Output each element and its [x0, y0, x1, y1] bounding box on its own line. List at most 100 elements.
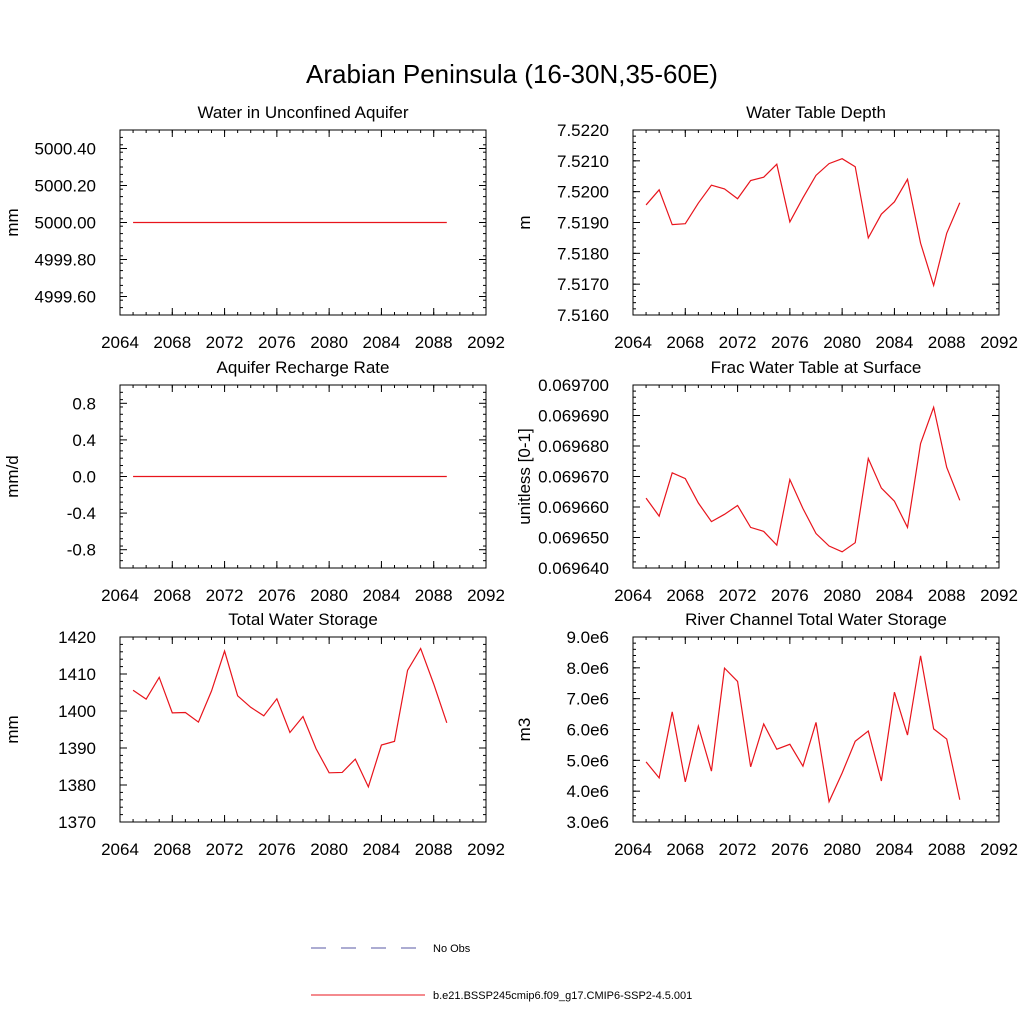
panel-2: Water Table Depth 2064 2068 2072 2076 2080 208… — [515, 103, 1018, 352]
y-tick-label: 3.0e6 — [566, 813, 609, 832]
x-tick-label: 2072 — [719, 333, 757, 352]
x-tick-label: 2088 — [415, 586, 453, 605]
y-tick-label: 8.0e6 — [566, 659, 609, 678]
y-tick-label: 5000.00 — [35, 214, 96, 233]
x-tick-label: 2088 — [928, 586, 966, 605]
panel-5: Total Water Storage 2064 2068 2072 2076 2080 2… — [3, 610, 505, 859]
x-tick-label: 2088 — [928, 840, 966, 859]
x-tick-label: 2064 — [101, 586, 139, 605]
x-tick-label: 2072 — [206, 333, 244, 352]
panel-title: Water in Unconfined Aquifer — [197, 103, 408, 122]
y-axis-label: unitless [0-1] — [515, 428, 534, 524]
x-tick-label: 2084 — [876, 840, 914, 859]
plot-frame — [119, 636, 487, 823]
plot-frame — [119, 129, 487, 316]
x-tick-label: 2068 — [153, 333, 191, 352]
x-tick-label: 2084 — [363, 333, 401, 352]
series-line — [132, 647, 448, 789]
y-tick-label: 0.0 — [72, 468, 96, 487]
y-tick-label: 0.069640 — [538, 559, 609, 578]
figure-title: Arabian Peninsula (16-30N,35-60E) — [306, 59, 718, 89]
panel-6: River Channel Total Water Storage 2064 206… — [515, 610, 1018, 859]
y-tick-label: 7.5210 — [557, 152, 609, 171]
y-tick-label: 0.069650 — [538, 529, 609, 548]
y-tick-label: 1420 — [58, 628, 96, 647]
x-tick-label: 2068 — [666, 586, 704, 605]
plot-frame — [119, 384, 487, 569]
y-tick-label: 0.069690 — [538, 407, 609, 426]
x-tick-label: 2080 — [310, 586, 348, 605]
panel-title: Total Water Storage — [228, 610, 378, 629]
x-tick-label: 2076 — [258, 586, 296, 605]
y-tick-label: 0.8 — [72, 394, 96, 413]
x-tick-label: 2076 — [771, 333, 809, 352]
x-tick-label: 2084 — [876, 333, 914, 352]
x-tick-label: 2068 — [153, 586, 191, 605]
x-tick-label: 2072 — [719, 586, 757, 605]
x-tick-label: 2064 — [614, 586, 652, 605]
y-tick-label: 0.4 — [72, 431, 96, 450]
x-tick-label: 2084 — [363, 840, 401, 859]
y-tick-label: 4.0e6 — [566, 782, 609, 801]
y-tick-label: 1400 — [58, 702, 96, 721]
x-tick-label: 2084 — [876, 586, 914, 605]
y-tick-label: 0.069680 — [538, 437, 609, 456]
plot-frame — [632, 129, 1000, 316]
panel-4: Frac Water Table at Surface 2064 2068 2072 2… — [515, 358, 1018, 605]
y-axis-label: mm/d — [3, 455, 22, 498]
y-axis-label: mm — [3, 715, 22, 743]
y-axis-label: mm — [3, 208, 22, 236]
x-tick-label: 2088 — [415, 333, 453, 352]
x-tick-label: 2092 — [467, 586, 505, 605]
legend-label: b.e21.BSSP245cmip6.f09_g17.CMIP6-SSP2-4.… — [433, 990, 692, 1002]
panel-title: Frac Water Table at Surface — [711, 358, 922, 377]
panel-title: River Channel Total Water Storage — [685, 610, 947, 629]
y-tick-label: 9.0e6 — [566, 628, 609, 647]
series-line — [645, 158, 961, 288]
y-tick-label: 7.5200 — [557, 183, 609, 202]
legend: No Obs b.e21.BSSP245cmip6.f09_g17.CMIP6-S… — [311, 943, 692, 1002]
series-line — [645, 405, 961, 553]
x-tick-label: 2072 — [206, 840, 244, 859]
y-tick-label: 1410 — [58, 665, 96, 684]
x-tick-label: 2092 — [467, 333, 505, 352]
x-tick-label: 2064 — [614, 333, 652, 352]
x-tick-label: 2064 — [101, 333, 139, 352]
plot-frame — [632, 384, 1000, 569]
y-tick-label: 0.069670 — [538, 468, 609, 487]
y-tick-label: 1380 — [58, 776, 96, 795]
y-tick-label: 7.5160 — [557, 306, 609, 325]
x-tick-label: 2080 — [823, 586, 861, 605]
x-tick-label: 2092 — [980, 586, 1018, 605]
y-tick-label: 5000.40 — [35, 140, 96, 159]
x-tick-label: 2080 — [823, 840, 861, 859]
x-tick-label: 2092 — [980, 840, 1018, 859]
legend-label: No Obs — [433, 943, 471, 955]
y-tick-label: 7.0e6 — [566, 690, 609, 709]
y-tick-label: 7.5190 — [557, 214, 609, 233]
x-tick-label: 2064 — [101, 840, 139, 859]
x-tick-label: 2072 — [719, 840, 757, 859]
y-tick-label: 1370 — [58, 813, 96, 832]
series-line — [645, 655, 961, 804]
panel-3: Aquifer Recharge Rate 2064 2068 2072 2076 208… — [3, 358, 505, 605]
x-tick-label: 2092 — [467, 840, 505, 859]
y-tick-label: 0.069700 — [538, 376, 609, 395]
x-tick-label: 2088 — [415, 840, 453, 859]
x-tick-label: 2084 — [363, 586, 401, 605]
x-tick-label: 2076 — [258, 333, 296, 352]
panels: Water in Unconfined Aquifer 2064 2068 2072 2… — [3, 103, 1018, 859]
plot-frame — [632, 636, 1000, 823]
panel-1: Water in Unconfined Aquifer 2064 2068 2072 2… — [3, 103, 505, 352]
y-axis-label: m — [515, 215, 534, 229]
x-tick-label: 2068 — [666, 333, 704, 352]
x-tick-label: 2068 — [153, 840, 191, 859]
y-tick-label: 1390 — [58, 739, 96, 758]
y-tick-label: 5000.20 — [35, 177, 96, 196]
y-tick-label: 4999.80 — [35, 251, 96, 270]
x-tick-label: 2068 — [666, 840, 704, 859]
x-tick-label: 2076 — [771, 586, 809, 605]
x-tick-label: 2076 — [258, 840, 296, 859]
